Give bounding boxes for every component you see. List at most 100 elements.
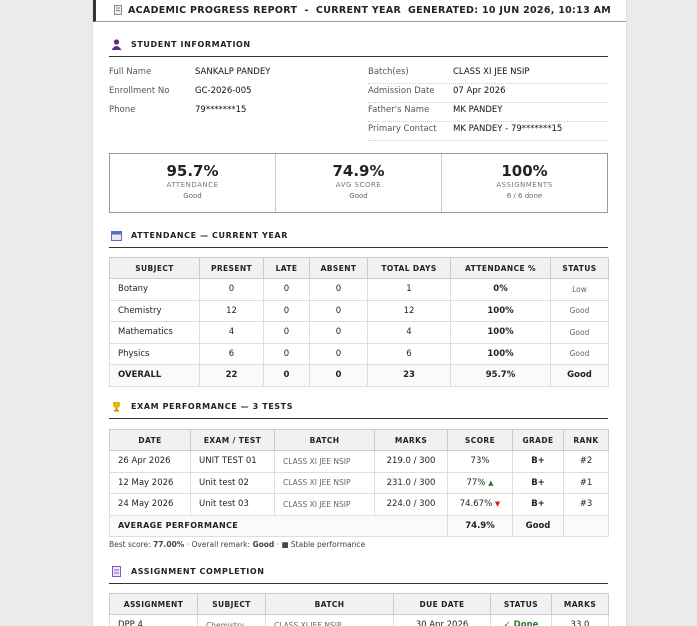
card-value: 100% [501,162,548,180]
field-label: Batch(es) [368,67,409,77]
column-header: ATTENDANCE % [450,257,551,279]
column-header: DATE [109,429,191,451]
field-label: Enrollment No [109,86,170,96]
field-value: MK PANDEY - 79*******15 [453,124,563,134]
remark-label: · Overall remark: [186,540,251,549]
summary-card: 95.7% ATTENDANCE Good [110,154,276,212]
column-header: GRADE [512,429,564,451]
table-row: Chemistry 12 0 0 12 100% Good [109,299,609,322]
doc-icon [114,5,122,15]
person-icon [111,39,122,50]
report-title: ACADEMIC PROGRESS REPORT - CURRENT YEAR [128,5,402,16]
column-header: DUE DATE [393,593,491,615]
table-cell: UNIT TEST 01 [190,450,275,473]
column-header: LATE [263,257,310,279]
average-score: 74.9% [447,514,513,537]
table-cell: B+ [512,471,564,494]
card-value: 95.7% [166,162,219,180]
assignment-table: ASSIGNMENT SUBJECT BATCH DUE DATE STATUS MARK… [109,593,609,626]
column-header: EXAM / TEST [190,429,275,451]
table-cell: #1 [563,471,609,494]
table-row: 12 May 2026 Unit test 02 CLASS XI JEE NSIP… [109,471,609,494]
score: 74.67% [459,499,493,510]
table-cell: 22 [199,364,264,387]
table-cell: 26 Apr 2026 [109,450,191,473]
section-title: ASSIGNMENT COMPLETION [131,567,265,576]
table-cell [563,514,609,537]
summary-card: 100% ASSIGNMENTS 6 / 6 done [442,154,607,212]
column-header: TOTAL DAYS [367,257,451,279]
report-page: ACADEMIC PROGRESS REPORT - CURRENT YEAR … [92,0,627,626]
table-cell: 100% [450,342,551,365]
card-label: ATTENDANCE [166,181,219,189]
field-value: SANKALP PANDEY [195,67,271,77]
column-header: STATUS [550,257,609,279]
section-heading: STUDENT INFORMATION [109,39,608,57]
section-title: STUDENT INFORMATION [131,40,251,49]
card-note: Good [183,192,202,200]
field-row: Father's Name MK PANDEY [368,102,608,122]
table-cell: Mathematics [109,321,200,344]
table-cell: 0 [199,278,264,301]
average-grade: Good [512,514,564,537]
table-cell: 0 [263,299,310,322]
field-label: Father's Name [368,105,430,115]
best-score: 77.00% [153,540,185,549]
trophy-icon [113,402,120,412]
table-cell: Low [550,278,609,301]
table-cell: 12 [199,299,264,322]
field-value: 79*******15 [195,105,247,115]
column-header: RANK [563,429,609,451]
table-cell: 24 May 2026 [109,493,191,516]
table-cell: #3 [563,493,609,516]
table-cell: 100% [450,321,551,344]
table-cell: 0 [263,278,310,301]
remark-label: Best score: [109,540,151,549]
score: 77% [466,477,486,488]
table-cell: 33.0 [551,614,609,626]
field-value: 07 Apr 2026 [453,86,506,96]
table-cell: 6 [367,342,451,365]
table-cell: 30 Apr 2026 [393,614,491,626]
table-row: DPP 4 Chemistry CLASS XI JEE NSIP 30 Apr 20… [109,614,609,626]
column-header: BATCH [265,593,394,615]
table-cell: 224.0 / 300 [374,493,448,516]
table-cell: CLASS XI JEE NSIP [274,471,375,494]
remark-note: · ■ Stable performance [276,540,366,549]
report-header: ACADEMIC PROGRESS REPORT - CURRENT YEAR … [93,0,626,22]
table-cell: CLASS XI JEE NSIP [265,614,394,626]
total-row: OVERALL 22 0 0 23 95.7% Good [109,364,609,387]
card-note: 6 / 6 done [506,192,543,200]
table-row: 26 Apr 2026 UNIT TEST 01 CLASS XI JEE NSIP… [109,450,609,473]
table-cell: 219.0 / 300 [374,450,448,473]
card-label: ASSIGNMENTS [496,181,553,189]
table-cell: 100% [450,299,551,322]
section-heading: EXAM PERFORMANCE — 3 TESTS [109,401,608,419]
exam-table: DATE EXAM / TEST BATCH MARKS SCORE GRADE RANK 2… [109,429,609,537]
card-label: AVG SCORE [335,181,382,189]
trend: ▼ [494,500,501,509]
table-cell: 0 [263,364,310,387]
assignment-icon [112,566,121,577]
table-cell: 0 [309,278,368,301]
column-header: PRESENT [199,257,264,279]
attendance-table: SUBJECT PRESENT LATE ABSENT TOTAL DAYS ATTEND… [109,257,609,387]
table-row: Botany 0 0 0 1 0% Low [109,278,609,301]
table-cell: 0% [450,278,551,301]
header-row: SUBJECT PRESENT LATE ABSENT TOTAL DAYS ATTEND… [109,257,609,279]
trend: ▲ [488,478,494,487]
average-label: AVERAGE PERFORMANCE [109,514,448,537]
field-row: Primary Contact MK PANDEY - 79*******15 [368,121,608,141]
table-cell: 0 [309,364,368,387]
field-row: Full Name SANKALP PANDEY [109,64,339,83]
column-header: ABSENT [309,257,368,279]
table-cell: Unit test 02 [190,471,275,494]
exam-remark: Best score: 77.00% · Overall remark: Goo… [109,540,365,549]
table-cell: 4 [199,321,264,344]
table-cell: 0 [309,299,368,322]
field-value: GC-2026-005 [195,86,252,96]
table-row: Mathematics 4 0 0 4 100% Good [109,321,609,344]
section-title: EXAM PERFORMANCE — 3 TESTS [131,402,294,411]
column-header: STATUS [490,593,552,615]
